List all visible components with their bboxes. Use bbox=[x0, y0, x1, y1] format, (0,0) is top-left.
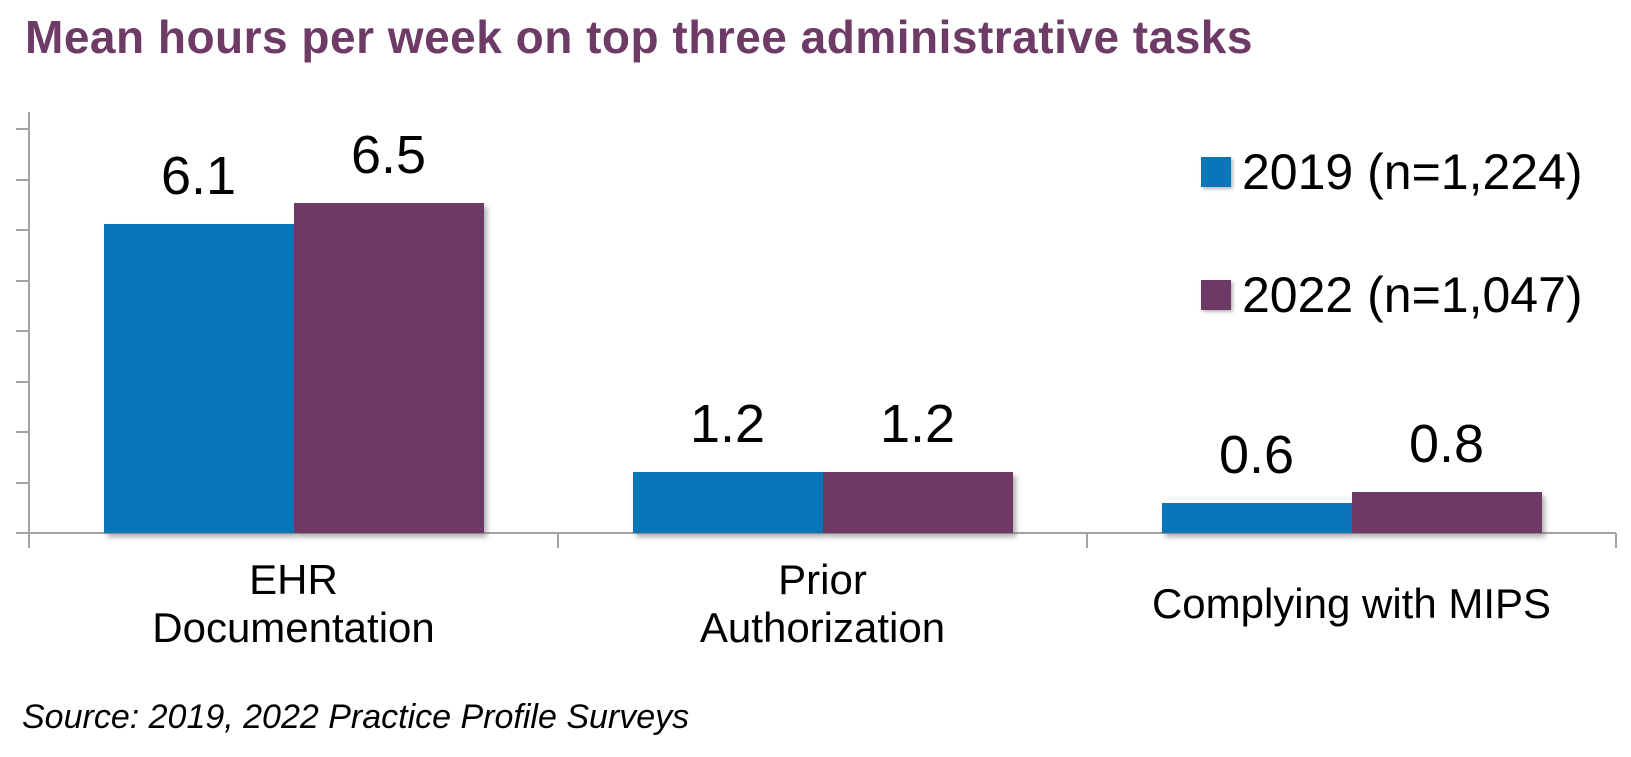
y-tick-mark bbox=[16, 128, 29, 130]
bar-2019-cat3 bbox=[1161, 502, 1352, 533]
y-tick-mark bbox=[16, 481, 29, 484]
x-tick-mark bbox=[1086, 533, 1088, 548]
legend-swatch-2022 bbox=[1201, 280, 1231, 310]
y-tick-mark bbox=[16, 330, 29, 332]
x-axis-line bbox=[29, 532, 1616, 534]
x-tick-mark bbox=[1615, 533, 1617, 548]
data-label: 6.5 bbox=[350, 125, 427, 186]
y-tick-mark bbox=[16, 532, 29, 534]
y-tick-mark bbox=[16, 431, 29, 433]
x-tick-mark bbox=[557, 533, 559, 548]
chart-title: Mean hours per week on top three adminis… bbox=[25, 11, 1253, 63]
bar-2022-cat1 bbox=[293, 203, 484, 533]
y-tick-mark bbox=[16, 178, 29, 181]
legend-label-2019: 2019 (n=1,224) bbox=[1242, 144, 1583, 200]
data-label: 1.2 bbox=[689, 394, 766, 455]
legend-swatch-2019 bbox=[1201, 157, 1231, 187]
category-label: Complying with MIPS bbox=[1151, 580, 1552, 627]
legend-item-2022: 2022 (n=1,047) bbox=[1201, 266, 1583, 324]
source-note: Source: 2019, 2022 Practice Profile Surv… bbox=[22, 698, 690, 736]
legend-item-2019: 2019 (n=1,224) bbox=[1201, 143, 1583, 201]
data-label: 1.2 bbox=[879, 394, 956, 455]
y-tick-mark bbox=[16, 279, 29, 282]
bar-2019-cat2 bbox=[632, 472, 823, 533]
y-axis-line bbox=[28, 112, 30, 546]
y-tick-mark bbox=[16, 380, 29, 383]
bar-2022-cat2 bbox=[822, 472, 1013, 533]
data-label: 0.8 bbox=[1408, 414, 1485, 475]
data-label: 0.6 bbox=[1218, 424, 1295, 485]
category-label: EHR Documentation bbox=[152, 556, 435, 651]
legend-label-2022: 2022 (n=1,047) bbox=[1242, 267, 1583, 323]
bar-2022-cat3 bbox=[1351, 492, 1542, 533]
data-label: 6.1 bbox=[160, 145, 237, 206]
y-tick-mark bbox=[16, 229, 29, 231]
bar-2019-cat1 bbox=[103, 223, 294, 533]
category-label: Prior Authorization bbox=[699, 556, 946, 651]
x-tick-mark bbox=[28, 533, 30, 548]
